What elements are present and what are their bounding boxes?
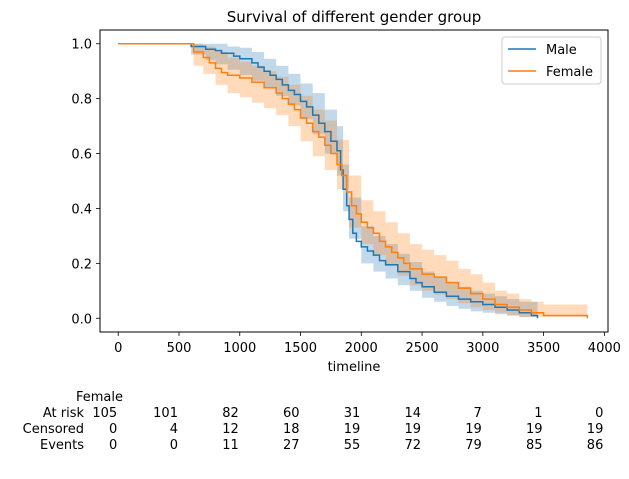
risk-table-cell: 0 [109, 422, 117, 437]
risk-table-cell: 72 [405, 438, 422, 453]
y-tick-label: 0.0 [71, 312, 92, 327]
x-tick-label: 500 [167, 341, 192, 356]
risk-table-cell: 7 [474, 406, 482, 421]
risk-table-cell: 86 [587, 438, 604, 453]
risk-table-cell: 11 [222, 438, 239, 453]
risk-table-cell: 85 [526, 438, 543, 453]
risk-table-cell: 55 [344, 438, 361, 453]
y-tick-label: 0.2 [71, 257, 92, 272]
plot-area [118, 42, 589, 319]
risk-table-cell: 19 [465, 422, 482, 437]
y-axis: 0.0 0.2 0.4 0.6 0.8 1.0 [71, 38, 100, 327]
x-tick-label: 3000 [466, 341, 499, 356]
risk-table-row-label: Events [40, 438, 84, 453]
risk-table-cell: 27 [283, 438, 300, 453]
y-tick-label: 0.8 [71, 93, 92, 108]
female-survival-line [118, 42, 589, 319]
risk-table-group-label: Female [76, 390, 123, 405]
risk-table-cell: 12 [222, 422, 239, 437]
risk-table-cell: 82 [222, 406, 239, 421]
risk-table-cell: 19 [405, 422, 422, 437]
risk-table-cell: 31 [344, 406, 361, 421]
x-tick-label: 3500 [527, 341, 560, 356]
x-tick-label: 2000 [345, 341, 378, 356]
risk-table-cell: 1 [534, 406, 542, 421]
risk-table-cell: 105 [92, 406, 117, 421]
legend: Male Female [501, 36, 602, 85]
risk-table-row-label: Censored [23, 422, 84, 437]
y-tick-label: 0.4 [71, 202, 92, 217]
risk-table-cell: 0 [170, 438, 178, 453]
x-tick-label: 1000 [223, 341, 256, 356]
x-axis: 0 500 1000 1500 2000 2500 3000 3500 4000 [114, 332, 621, 356]
risk-table-cell: 4 [170, 422, 178, 437]
risk-table-cell: 79 [465, 438, 482, 453]
axes-frame [99, 29, 609, 333]
female-confidence-band [118, 43, 588, 319]
legend-label-male: Male [546, 43, 577, 58]
risk-table-cell: 0 [595, 406, 603, 421]
risk-table-cell: 0 [109, 438, 117, 453]
x-axis-label: timeline [328, 360, 381, 375]
x-tick-label: 2500 [406, 341, 439, 356]
risk-table-cell: 19 [526, 422, 543, 437]
risk-table-cell: 19 [344, 422, 361, 437]
risk-table-cell: 19 [587, 422, 604, 437]
risk-table-row-label: At risk [43, 406, 85, 421]
y-tick-label: 1.0 [71, 38, 92, 53]
risk-table-cell: 18 [283, 422, 300, 437]
legend-label-female: Female [546, 65, 593, 80]
x-tick-label: 4000 [588, 341, 621, 356]
risk-table-cell: 101 [153, 406, 178, 421]
risk-table-cell: 60 [283, 406, 300, 421]
x-tick-label: 0 [114, 341, 122, 356]
male-survival-line [118, 42, 539, 319]
y-tick-label: 0.6 [71, 148, 92, 163]
x-tick-label: 1500 [284, 341, 317, 356]
chart-title: Survival of different gender group [227, 8, 481, 26]
risk-table-cell: 14 [405, 406, 422, 421]
